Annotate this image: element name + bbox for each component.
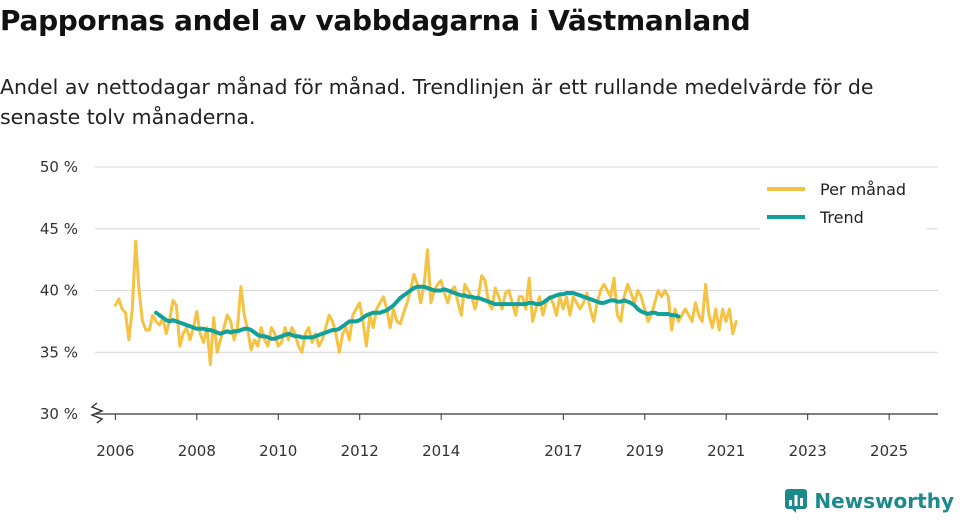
y-tick-label: 35 %: [40, 343, 78, 361]
legend-monthly-label: Per månad: [820, 180, 906, 199]
chart-title: Pappornas andel av vabbdagarna i Västman…: [0, 4, 751, 37]
x-tick-label: 2025: [870, 442, 908, 460]
legend-background: [760, 172, 926, 232]
x-tick-label: 2023: [789, 442, 827, 460]
gridlines: [95, 166, 938, 415]
y-tick-label: 45 %: [40, 220, 78, 238]
x-tick-label: 2006: [96, 442, 134, 460]
trend-series-line: [154, 284, 681, 341]
x-tick-label: 2019: [626, 442, 664, 460]
brand-name: Newsworthy: [814, 489, 954, 513]
y-tick-label: 50 %: [40, 158, 78, 176]
axis-break-icon: [90, 402, 104, 424]
series-lines: [113, 239, 738, 367]
y-tick-label: 30 %: [40, 405, 78, 423]
x-tick-label: 2012: [341, 442, 379, 460]
x-tick-label: 2010: [259, 442, 297, 460]
x-tick-label: 2008: [178, 442, 216, 460]
y-tick-label: 40 %: [40, 282, 78, 300]
chart-subtitle: Andel av nettodagar månad för månad. Tre…: [0, 75, 874, 129]
newsworthy-logo-icon: [785, 489, 808, 513]
legend: Per månad Trend: [760, 172, 926, 232]
monthly-series-line: [113, 239, 738, 367]
x-tick-label: 2014: [422, 442, 460, 460]
x-tick-label: 2017: [544, 442, 582, 460]
legend-trend-label: Trend: [819, 208, 864, 227]
y-axis-ticks: 50 % 45 % 40 % 35 % 30 %: [40, 158, 78, 423]
brand: Newsworthy: [784, 488, 954, 514]
x-tick-label: 2021: [707, 442, 745, 460]
x-axis-ticks: 2006 2008 2010 2012 2014 2017 2019 2021 2023 2025: [96, 414, 908, 460]
